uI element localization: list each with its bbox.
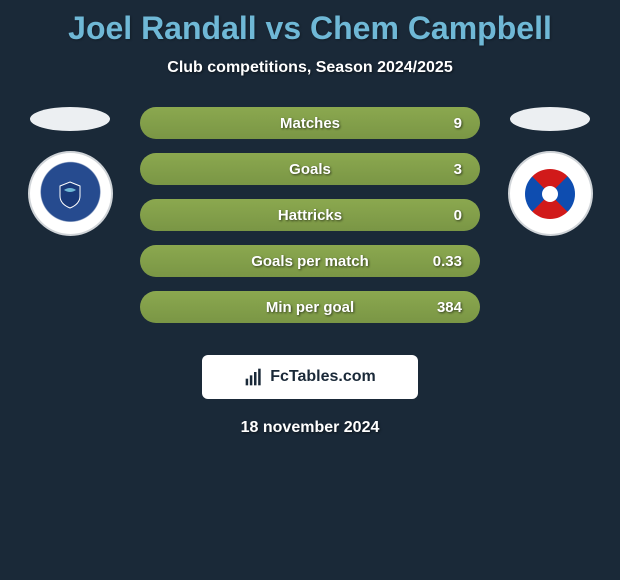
player-avatar-left: [30, 107, 110, 131]
stat-row-goals: Goals 3: [140, 153, 480, 185]
stat-value: 0: [454, 207, 462, 224]
stat-label: Matches: [280, 115, 340, 132]
stat-label: Min per goal: [266, 299, 354, 316]
stat-label: Goals per match: [251, 253, 369, 270]
content-row: Matches 9 Goals 3 Hattricks 0 Goals per …: [0, 107, 620, 337]
left-column: [20, 107, 120, 236]
team-badge-left: [28, 151, 113, 236]
stat-row-hattricks: Hattricks 0: [140, 199, 480, 231]
stat-row-matches: Matches 9: [140, 107, 480, 139]
crest-icon: [50, 174, 90, 214]
brand-text: FcTables.com: [270, 368, 376, 386]
stat-row-gpm: Goals per match 0.33: [140, 245, 480, 277]
chart-icon: [244, 367, 264, 387]
date-label: 18 november 2024: [0, 419, 620, 437]
stat-value: 384: [437, 299, 462, 316]
team-badge-right: [508, 151, 593, 236]
right-column: [500, 107, 600, 236]
crest-icon: [525, 169, 575, 219]
stat-value: 9: [454, 115, 462, 132]
stat-value: 3: [454, 161, 462, 178]
page-title: Joel Randall vs Chem Campbell: [0, 0, 620, 47]
subtitle: Club competitions, Season 2024/2025: [0, 59, 620, 77]
stats-panel: Matches 9 Goals 3 Hattricks 0 Goals per …: [140, 107, 480, 337]
stat-label: Hattricks: [278, 207, 342, 224]
stat-value: 0.33: [433, 253, 462, 270]
brand-box[interactable]: FcTables.com: [202, 355, 418, 399]
player-avatar-right: [510, 107, 590, 131]
stat-row-mpg: Min per goal 384: [140, 291, 480, 323]
stat-label: Goals: [289, 161, 331, 178]
